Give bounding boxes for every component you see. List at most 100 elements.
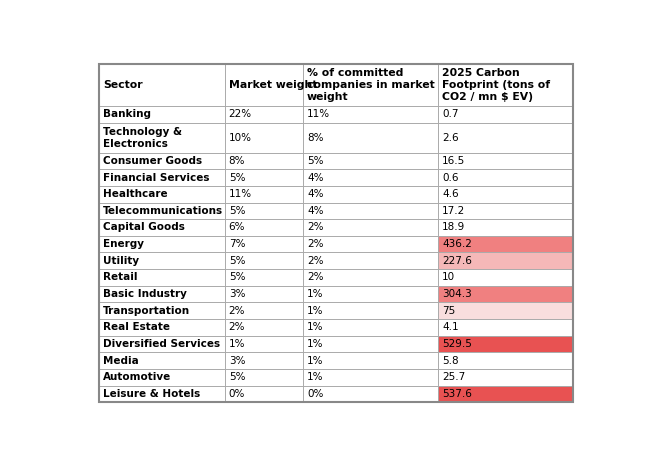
Text: 5%: 5% xyxy=(229,256,245,266)
Bar xyxy=(99,353,225,369)
Text: Transportation: Transportation xyxy=(103,306,190,316)
Bar xyxy=(303,186,438,202)
Bar xyxy=(303,169,438,186)
Text: 4%: 4% xyxy=(307,206,324,216)
Text: 1%: 1% xyxy=(307,306,324,316)
Bar xyxy=(438,369,574,386)
Bar xyxy=(438,353,574,369)
Text: 4%: 4% xyxy=(307,172,324,182)
Text: 6%: 6% xyxy=(229,223,245,232)
Text: 5%: 5% xyxy=(229,172,245,182)
Text: 0.7: 0.7 xyxy=(442,109,459,119)
Bar xyxy=(225,202,303,219)
Bar xyxy=(303,252,438,269)
Bar xyxy=(225,303,303,319)
Text: 2%: 2% xyxy=(307,239,324,249)
Bar xyxy=(438,186,574,202)
Text: Utility: Utility xyxy=(103,256,139,266)
Text: Technology &
Electronics: Technology & Electronics xyxy=(103,127,182,149)
Text: Sector: Sector xyxy=(103,80,143,90)
Bar xyxy=(225,152,303,169)
Bar xyxy=(303,269,438,286)
Text: 3%: 3% xyxy=(229,289,245,299)
Bar xyxy=(225,386,303,402)
Text: 18.9: 18.9 xyxy=(442,223,465,232)
Bar xyxy=(438,202,574,219)
Text: 5%: 5% xyxy=(229,372,245,383)
Text: 5.8: 5.8 xyxy=(442,356,459,365)
Text: Real Estate: Real Estate xyxy=(103,322,170,332)
Text: 2025 Carbon
Footprint (tons of
CO2 / mn $ EV): 2025 Carbon Footprint (tons of CO2 / mn … xyxy=(442,68,550,102)
Bar xyxy=(99,219,225,236)
Bar xyxy=(99,106,225,122)
Text: 5%: 5% xyxy=(229,273,245,282)
Bar xyxy=(99,236,225,252)
Bar xyxy=(303,152,438,169)
Text: 2%: 2% xyxy=(229,322,245,332)
Bar xyxy=(438,252,574,269)
Bar xyxy=(99,252,225,269)
Bar xyxy=(438,152,574,169)
Bar xyxy=(303,369,438,386)
Text: Basic Industry: Basic Industry xyxy=(103,289,187,299)
Bar xyxy=(99,169,225,186)
Text: Financial Services: Financial Services xyxy=(103,172,210,182)
Text: Energy: Energy xyxy=(103,239,144,249)
Bar xyxy=(99,336,225,353)
Bar xyxy=(438,319,574,336)
Bar xyxy=(225,236,303,252)
Text: 1%: 1% xyxy=(229,339,245,349)
Text: 5%: 5% xyxy=(307,156,324,166)
Text: 529.5: 529.5 xyxy=(442,339,472,349)
Bar xyxy=(225,169,303,186)
Bar xyxy=(303,386,438,402)
Bar xyxy=(303,122,438,152)
Text: Retail: Retail xyxy=(103,273,137,282)
Text: 3%: 3% xyxy=(229,356,245,365)
Bar xyxy=(303,353,438,369)
Text: 75: 75 xyxy=(442,306,456,316)
Text: 22%: 22% xyxy=(229,109,252,119)
Text: 304.3: 304.3 xyxy=(442,289,472,299)
Text: 11%: 11% xyxy=(307,109,330,119)
Text: 1%: 1% xyxy=(307,322,324,332)
Text: 2%: 2% xyxy=(307,223,324,232)
Bar xyxy=(99,269,225,286)
Bar xyxy=(99,303,225,319)
Text: 2%: 2% xyxy=(307,256,324,266)
Bar xyxy=(225,336,303,353)
Bar xyxy=(438,219,574,236)
Text: 537.6: 537.6 xyxy=(442,389,472,399)
Bar xyxy=(438,169,574,186)
Bar xyxy=(225,269,303,286)
Bar xyxy=(99,286,225,303)
Text: 8%: 8% xyxy=(307,133,324,143)
Text: Banking: Banking xyxy=(103,109,151,119)
Bar xyxy=(225,106,303,122)
Text: Telecommunications: Telecommunications xyxy=(103,206,223,216)
Text: 4.1: 4.1 xyxy=(442,322,459,332)
Bar xyxy=(99,202,225,219)
Text: 0.6: 0.6 xyxy=(442,172,459,182)
Bar xyxy=(438,386,574,402)
Text: 4%: 4% xyxy=(307,189,324,199)
Text: 7%: 7% xyxy=(229,239,245,249)
Bar xyxy=(99,122,225,152)
Text: 2.6: 2.6 xyxy=(442,133,459,143)
Bar xyxy=(438,106,574,122)
Bar xyxy=(303,319,438,336)
Bar xyxy=(438,269,574,286)
Bar xyxy=(225,252,303,269)
Text: % of committed
companies in market
weight: % of committed companies in market weigh… xyxy=(307,68,435,102)
Text: 10: 10 xyxy=(442,273,455,282)
Text: Diversified Services: Diversified Services xyxy=(103,339,220,349)
Text: 4.6: 4.6 xyxy=(442,189,459,199)
Text: 8%: 8% xyxy=(229,156,245,166)
Bar xyxy=(225,319,303,336)
Text: 1%: 1% xyxy=(307,289,324,299)
Bar xyxy=(225,219,303,236)
Bar xyxy=(225,369,303,386)
Text: 25.7: 25.7 xyxy=(442,372,465,383)
Text: Market weight: Market weight xyxy=(229,80,317,90)
Bar xyxy=(303,286,438,303)
